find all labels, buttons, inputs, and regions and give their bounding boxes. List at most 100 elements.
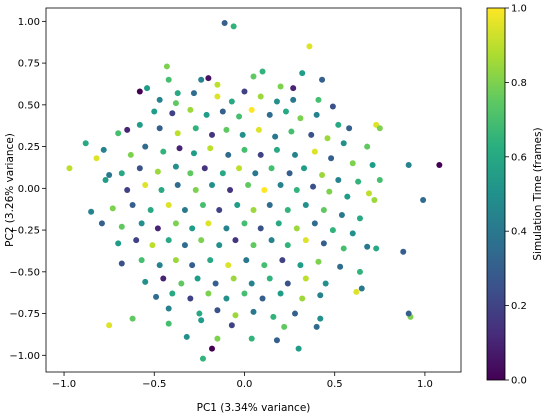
scatter-point bbox=[337, 263, 344, 270]
scatter-point bbox=[310, 183, 317, 190]
scatter-point bbox=[228, 322, 235, 329]
scatter-point bbox=[270, 313, 277, 320]
scatter-point bbox=[319, 171, 326, 178]
scatter-point bbox=[160, 275, 167, 282]
scatter-point bbox=[420, 197, 427, 204]
scatter-point bbox=[344, 193, 351, 200]
scatter-point bbox=[349, 230, 356, 237]
scatter-point bbox=[93, 155, 100, 162]
scatter-point bbox=[277, 290, 284, 297]
scatter-point bbox=[154, 168, 161, 175]
scatter-point bbox=[329, 227, 336, 234]
scatter-point bbox=[313, 111, 320, 118]
scatter-point bbox=[142, 143, 149, 150]
scatter-point bbox=[322, 280, 329, 287]
colorbar-tick-label: 0.0 bbox=[511, 376, 527, 387]
scatter-point bbox=[115, 240, 122, 247]
scatter-point bbox=[209, 131, 215, 138]
points-layer bbox=[66, 20, 443, 362]
scatter-point bbox=[172, 220, 179, 227]
y-tick-label: 0.25 bbox=[18, 142, 40, 153]
scatter-point bbox=[187, 106, 194, 113]
scatter-point bbox=[281, 323, 288, 330]
y-tick-label: 0.00 bbox=[18, 184, 40, 195]
scatter-point bbox=[268, 237, 275, 244]
scatter-point bbox=[261, 187, 268, 193]
scatter-point bbox=[313, 323, 320, 330]
scatter-point bbox=[346, 125, 353, 132]
scatter-point bbox=[268, 165, 275, 172]
scatter-point bbox=[163, 63, 170, 70]
scatter-point bbox=[212, 280, 219, 287]
y-axis: −1.00 −0.75 −0.50 −0.25 0.00 0.25 0.50 0.75 1.00 bbox=[9, 17, 46, 362]
scatter-point bbox=[297, 115, 304, 122]
scatter-point bbox=[232, 237, 239, 244]
scatter-point bbox=[311, 220, 318, 227]
scatter-point bbox=[225, 262, 232, 269]
scatter-point bbox=[255, 126, 262, 133]
scatter-point bbox=[172, 100, 179, 107]
scatter-point bbox=[189, 262, 196, 269]
scatter-point bbox=[165, 305, 172, 312]
scatter-point bbox=[353, 288, 360, 295]
scatter-point bbox=[284, 242, 291, 249]
scatter-point bbox=[371, 197, 378, 204]
scatter-point bbox=[118, 170, 125, 177]
scatter-point bbox=[98, 220, 105, 227]
scatter-point bbox=[301, 165, 308, 172]
scatter-point bbox=[194, 275, 201, 282]
plot-frame bbox=[45, 7, 462, 373]
scatter-point bbox=[261, 262, 268, 269]
colorbar-tick-label: 1.0 bbox=[511, 4, 527, 15]
scatter-point bbox=[174, 90, 181, 97]
scatter-point bbox=[118, 260, 125, 267]
scatter-point bbox=[205, 75, 212, 82]
y-tick-label: −0.50 bbox=[9, 267, 40, 278]
x-axis-label: PC1 (3.34% variance) bbox=[197, 402, 311, 414]
scatter-point bbox=[364, 143, 371, 150]
scatter-point bbox=[223, 295, 230, 302]
scatter-point bbox=[373, 245, 380, 252]
colorbar: 0.0 0.2 0.4 0.6 0.8 1.0 Simulation Time (fram… bbox=[486, 4, 544, 387]
scatter-point bbox=[66, 165, 73, 172]
scatter-point bbox=[216, 207, 223, 214]
scatter-point bbox=[364, 243, 371, 250]
x-axis: −1.0 −0.5 0.0 0.5 1.0 bbox=[52, 372, 433, 390]
scatter-point bbox=[317, 292, 324, 299]
scatter-point bbox=[335, 176, 342, 183]
scatter-point bbox=[232, 312, 239, 319]
scatter-point bbox=[293, 187, 300, 193]
scatter-point bbox=[124, 187, 131, 193]
y-axis-label: PC2 (3.26% variance) bbox=[4, 133, 16, 247]
scatter-point bbox=[225, 151, 232, 158]
scatter-point bbox=[207, 257, 214, 264]
scatter-point bbox=[250, 207, 257, 214]
scatter-point bbox=[172, 257, 179, 264]
scatter-point bbox=[279, 257, 286, 264]
scatter-point bbox=[257, 151, 264, 158]
scatter-point bbox=[273, 146, 280, 153]
scatter-point bbox=[219, 170, 226, 177]
scatter-point bbox=[320, 240, 327, 247]
scatter-point bbox=[106, 322, 113, 329]
scatter-point bbox=[205, 290, 212, 297]
scatter-point bbox=[169, 290, 176, 297]
scatter-point bbox=[320, 207, 327, 214]
scatter-point bbox=[302, 202, 309, 209]
scatter-point bbox=[160, 148, 167, 155]
scatter-point bbox=[290, 96, 297, 103]
scatter-point bbox=[209, 181, 215, 188]
y-tick-label: −1.00 bbox=[9, 351, 40, 362]
scatter-point bbox=[230, 275, 237, 282]
scatter-point bbox=[129, 202, 136, 209]
scatter-point bbox=[376, 125, 383, 132]
scatter-point bbox=[248, 335, 255, 342]
scatter-point bbox=[106, 171, 113, 178]
scatter-point bbox=[257, 225, 264, 232]
scatter-point bbox=[142, 181, 149, 188]
scatter-point bbox=[88, 208, 95, 215]
scatter-point bbox=[196, 310, 203, 317]
colorbar-tick-label: 0.2 bbox=[511, 301, 527, 312]
scatter-point bbox=[257, 93, 264, 100]
